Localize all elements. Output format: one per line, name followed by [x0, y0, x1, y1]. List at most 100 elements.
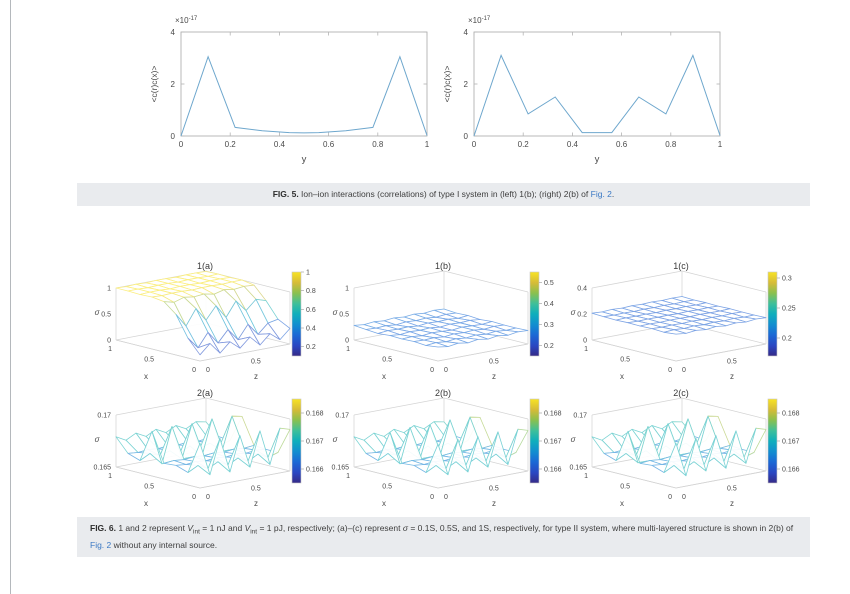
svg-text:0: 0 [430, 494, 434, 501]
svg-text:1(b): 1(b) [435, 261, 451, 271]
svg-text:0.5: 0.5 [101, 312, 111, 319]
svg-text:0.5: 0.5 [727, 486, 737, 493]
svg-text:0.3: 0.3 [544, 322, 554, 329]
svg-text:x: x [144, 499, 148, 508]
caption-text: Ion–ion interactions (correlations) of t… [298, 189, 591, 199]
svg-text:0.167: 0.167 [782, 439, 800, 446]
svg-text:σ: σ [571, 308, 577, 317]
svg-text:0.5: 0.5 [727, 359, 737, 366]
fig2-link[interactable]: Fig. 2 [90, 539, 112, 550]
svg-text:0.6: 0.6 [323, 140, 335, 149]
caption-label: FIG. 5. [272, 189, 299, 199]
fig2-link[interactable]: Fig. 2 [590, 189, 612, 199]
svg-text:0.8: 0.8 [306, 288, 316, 295]
svg-text:y: y [595, 154, 600, 165]
svg-text:0: 0 [179, 140, 184, 149]
svg-text:1: 1 [425, 140, 430, 149]
svg-text:1: 1 [584, 473, 588, 480]
fig6-plot-2c: 0.165 0.17 σ 1 0.5 0 0 0.5 x z 2(c) 0.168 0.167 0.166 [569, 388, 800, 508]
svg-text:0.2: 0.2 [577, 312, 587, 319]
svg-text:0.5: 0.5 [251, 486, 261, 493]
svg-text:0.5: 0.5 [489, 359, 499, 366]
svg-text:2(c): 2(c) [673, 388, 689, 398]
svg-text:1: 1 [306, 270, 310, 277]
svg-text:0: 0 [430, 367, 434, 374]
svg-text:0.8: 0.8 [372, 140, 384, 149]
caption-variable: V [187, 523, 194, 533]
fig6-plot-1c: 0 0.2 0.4 σ 1 0.5 0 0 0.5 x z 1(c) 0.3 0.25 0.2 [571, 261, 796, 381]
svg-text:0.17: 0.17 [335, 413, 349, 420]
svg-text:1: 1 [108, 473, 112, 480]
caption-text: = 1 pJ, respectively; (a)–(c) represent [257, 523, 403, 533]
svg-text:1: 1 [108, 346, 112, 353]
svg-text:0.4: 0.4 [274, 140, 286, 149]
svg-text:0: 0 [192, 494, 196, 501]
svg-text:0: 0 [472, 140, 477, 149]
svg-text:x: x [382, 499, 386, 508]
svg-text:4: 4 [464, 28, 469, 37]
svg-text:x: x [382, 372, 386, 381]
svg-text:0.167: 0.167 [544, 439, 562, 446]
svg-text:0.6: 0.6 [616, 140, 628, 149]
svg-text:0.25: 0.25 [782, 306, 796, 313]
svg-text:0.5: 0.5 [382, 484, 392, 491]
svg-text:1(c): 1(c) [673, 261, 689, 271]
svg-text:0.6: 0.6 [306, 307, 316, 314]
svg-text:0.4: 0.4 [567, 140, 579, 149]
svg-text:0: 0 [107, 338, 111, 345]
svg-text:0.17: 0.17 [573, 413, 587, 420]
svg-text:0.165: 0.165 [569, 465, 587, 472]
svg-text:0: 0 [464, 132, 469, 141]
fig6-plot-1a: 0 0.5 1 σ 1 0.5 0 0 0.5 x z 1(a) 1 0.8 0.6 0.4 0.2 [95, 261, 316, 381]
caption-text: without any internal source. [111, 539, 218, 550]
fig5-right-plot: 0 0.2 0.4 0.6 0.8 1 0 2 4 y <c(r)c(x)> ×10-17 [442, 16, 723, 165]
svg-text:0.2: 0.2 [306, 344, 316, 351]
svg-text:z: z [492, 372, 496, 381]
svg-text:z: z [254, 499, 258, 508]
svg-text:0.5: 0.5 [339, 312, 349, 319]
svg-text:y: y [302, 154, 307, 165]
caption-text: = 1 nJ and [199, 523, 245, 533]
svg-text:×10-17: ×10-17 [175, 16, 198, 25]
fig6-plot-2a: 0.165 0.17 σ 1 0.5 0 0 0.5 x z 2(a) 0.168 0.167 0.166 [93, 388, 324, 508]
caption-label: FIG. 6. [90, 523, 116, 533]
caption-variable: σ [402, 523, 408, 533]
caption-text: = 0.1S, 0.5S, and 1S, respectively, for … [408, 523, 794, 533]
svg-text:σ: σ [95, 435, 101, 444]
svg-text:0.5: 0.5 [620, 357, 630, 364]
svg-text:0.168: 0.168 [544, 411, 562, 418]
svg-text:0.5: 0.5 [144, 357, 154, 364]
svg-text:0: 0 [444, 367, 448, 374]
svg-text:σ: σ [571, 435, 577, 444]
svg-text:0.165: 0.165 [93, 465, 111, 472]
caption-subscript: int [193, 528, 200, 536]
svg-text:<c(r)c(x)>: <c(r)c(x)> [442, 66, 452, 103]
svg-text:0.168: 0.168 [782, 411, 800, 418]
svg-text:0.2: 0.2 [782, 336, 792, 343]
svg-text:0.5: 0.5 [251, 359, 261, 366]
svg-text:0: 0 [682, 367, 686, 374]
svg-text:0: 0 [668, 367, 672, 374]
svg-text:1(a): 1(a) [197, 261, 213, 271]
svg-text:0: 0 [206, 494, 210, 501]
svg-text:σ: σ [333, 308, 339, 317]
svg-text:0.2: 0.2 [225, 140, 237, 149]
svg-text:σ: σ [95, 308, 101, 317]
svg-text:1: 1 [107, 286, 111, 293]
fig6-caption: FIG. 6. 1 and 2 represent Vint = 1 nJ an… [77, 517, 810, 557]
svg-text:0.4: 0.4 [577, 286, 587, 293]
svg-text:2(a): 2(a) [197, 388, 213, 398]
svg-text:1: 1 [718, 140, 723, 149]
svg-text:z: z [492, 499, 496, 508]
fig5-caption: FIG. 5. Ion–ion interactions (correlatio… [77, 183, 810, 206]
svg-text:0.4: 0.4 [544, 301, 554, 308]
fig6-plot-2b: 0.165 0.17 σ 1 0.5 0 0 0.5 x z 2(b) 0.168 0.167 0.166 [331, 388, 562, 508]
svg-text:2(b): 2(b) [435, 388, 451, 398]
svg-text:1: 1 [346, 346, 350, 353]
caption-subscript: int [250, 528, 258, 536]
svg-text:0.5: 0.5 [544, 280, 554, 287]
svg-text:0: 0 [583, 338, 587, 345]
svg-text:0: 0 [171, 132, 176, 141]
caption-text: 1 and 2 represent [115, 523, 188, 533]
svg-text:0.166: 0.166 [306, 467, 324, 474]
